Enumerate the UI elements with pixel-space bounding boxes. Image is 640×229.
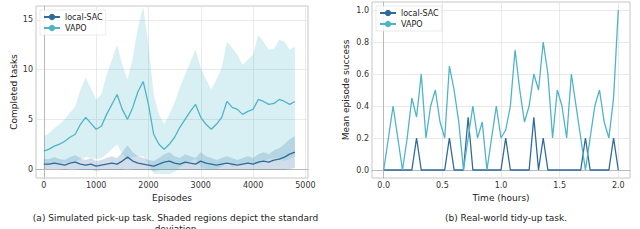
svg-text:2.0: 2.0 bbox=[612, 181, 625, 190]
svg-text:1000: 1000 bbox=[86, 181, 106, 190]
svg-text:1.5: 1.5 bbox=[553, 181, 566, 190]
svg-text:5: 5 bbox=[28, 115, 33, 124]
svg-text:0.0: 0.0 bbox=[377, 181, 390, 190]
svg-text:(b) Real-world tidy-up task.: (b) Real-world tidy-up task. bbox=[445, 213, 567, 223]
svg-text:0.8: 0.8 bbox=[356, 38, 369, 47]
svg-text:1.0: 1.0 bbox=[495, 181, 508, 190]
svg-text:VAPO: VAPO bbox=[401, 20, 423, 29]
svg-text:4000: 4000 bbox=[243, 181, 263, 190]
svg-text:0: 0 bbox=[41, 181, 46, 190]
svg-text:Time (hours): Time (hours) bbox=[471, 193, 529, 203]
svg-text:0: 0 bbox=[28, 165, 33, 174]
svg-text:(a) Simulated pick-up task. Sh: (a) Simulated pick-up task. Shaded regio… bbox=[33, 213, 321, 223]
svg-text:VAPO: VAPO bbox=[65, 24, 87, 33]
svg-text:1.0: 1.0 bbox=[356, 6, 369, 15]
svg-text:Episodes: Episodes bbox=[152, 193, 192, 203]
svg-text:10: 10 bbox=[23, 65, 33, 74]
svg-text:3000: 3000 bbox=[191, 181, 211, 190]
svg-text:0.4: 0.4 bbox=[356, 102, 369, 111]
svg-text:2000: 2000 bbox=[138, 181, 158, 190]
svg-text:0.5: 0.5 bbox=[436, 181, 449, 190]
svg-text:5000: 5000 bbox=[295, 181, 315, 190]
svg-text:deviation.: deviation. bbox=[155, 224, 200, 229]
svg-text:Completed tasks: Completed tasks bbox=[9, 54, 19, 130]
svg-text:15: 15 bbox=[23, 15, 33, 24]
svg-text:0.0: 0.0 bbox=[356, 166, 369, 175]
svg-text:local-SAC: local-SAC bbox=[65, 13, 103, 22]
svg-text:local-SAC: local-SAC bbox=[401, 9, 439, 18]
svg-text:0.2: 0.2 bbox=[356, 134, 369, 143]
svg-text:0.6: 0.6 bbox=[356, 70, 369, 79]
svg-text:Mean episode success: Mean episode success bbox=[341, 39, 351, 140]
